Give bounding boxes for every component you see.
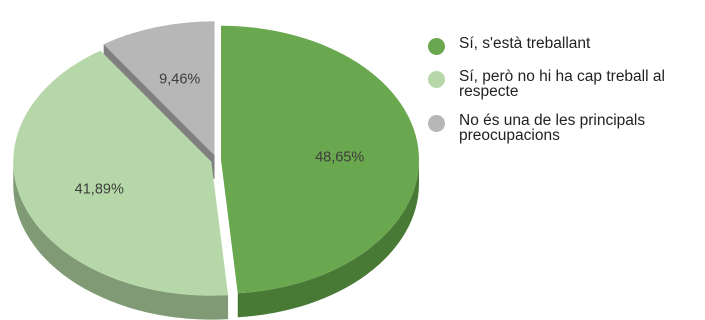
pie-labels-layer: 48,65% 41,89% 9,46% (75, 71, 365, 197)
pie-slice-side (13, 161, 229, 320)
legend-item[interactable]: Sí, però no hi ha cap treball al respect… (428, 69, 698, 99)
slice-value-label: 9,46% (159, 71, 200, 87)
legend-label: Sí, s'està treballant (459, 35, 591, 52)
pie-slice[interactable] (13, 50, 229, 296)
pie-slice-side (237, 159, 419, 318)
legend-swatch (428, 38, 445, 55)
legend-swatch (428, 71, 445, 88)
legend-label: No és una de les principals preocupacion… (459, 112, 646, 144)
legend-item[interactable]: No és una de les principals preocupacion… (428, 113, 698, 143)
legend: Sí, s'està treballant Sí, però no hi ha … (428, 36, 698, 157)
slice-value-label: 48,65% (315, 149, 364, 165)
legend-label: Sí, però no hi ha cap treball al respect… (459, 68, 665, 100)
slice-value-label: 41,89% (75, 181, 124, 197)
pie-slices-layer (13, 21, 419, 296)
legend-swatch (428, 115, 445, 132)
legend-item[interactable]: Sí, s'està treballant (428, 36, 698, 55)
pie-slice[interactable] (220, 25, 419, 294)
pie-slice[interactable] (103, 21, 215, 156)
